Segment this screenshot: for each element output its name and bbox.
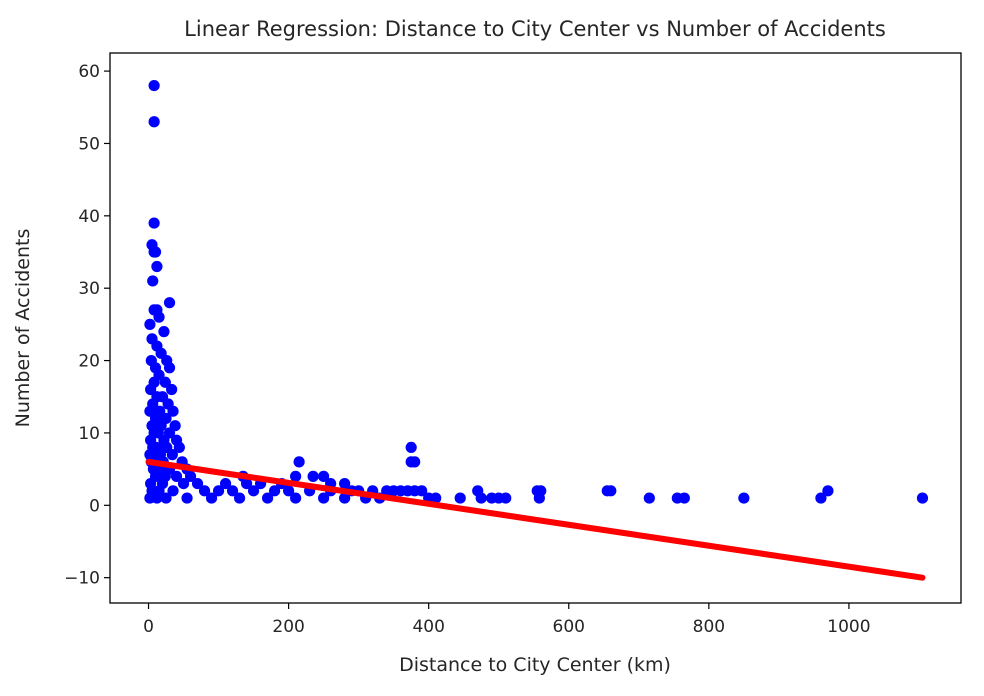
data-point [290, 470, 302, 482]
data-point [191, 477, 204, 490]
data-point [148, 79, 160, 92]
data-point [177, 477, 190, 490]
x-tick-label: 200 [272, 617, 304, 637]
data-point [166, 383, 178, 396]
data-point [163, 362, 176, 374]
data-point [149, 246, 162, 258]
data-point [261, 492, 274, 504]
data-layer [144, 79, 929, 581]
y-tick-label: 30 [78, 279, 100, 299]
data-point [184, 470, 197, 482]
data-point [247, 485, 260, 497]
data-point [815, 492, 827, 504]
data-point [738, 492, 750, 504]
x-tick-label: 0 [143, 617, 154, 637]
y-tick-label: 20 [78, 352, 100, 372]
data-point [147, 275, 159, 287]
data-point [148, 217, 160, 229]
data-point [339, 492, 351, 504]
data-point [678, 492, 690, 504]
plot-border [109, 52, 962, 604]
data-point [533, 492, 545, 504]
data-point [145, 383, 157, 396]
data-point [148, 116, 160, 128]
data-point [339, 477, 351, 490]
data-point [153, 311, 165, 323]
data-point [219, 477, 232, 490]
data-point [198, 485, 211, 497]
data-point [181, 492, 193, 504]
y-tick-label: 60 [78, 62, 100, 82]
data-point [283, 485, 295, 497]
data-point [159, 376, 171, 388]
data-point [416, 485, 428, 497]
x-tick-label: 600 [553, 617, 585, 637]
data-point [212, 485, 225, 497]
x-tick-label: 400 [412, 617, 444, 637]
data-point [643, 492, 655, 504]
data-point [307, 470, 319, 482]
data-point [430, 492, 442, 504]
data-point [916, 492, 929, 504]
plot-frame [110, 53, 961, 603]
x-tick-label: 800 [693, 617, 725, 637]
regression-line [145, 458, 926, 581]
x-axis-title: Distance to City Center (km) [399, 654, 671, 676]
data-point [167, 405, 179, 417]
x-tick-label: 1000 [827, 617, 870, 637]
y-tick-label: −10 [64, 569, 100, 589]
data-point [409, 456, 421, 468]
y-axis: −10 0 10 20 30 40 50 60 [64, 62, 110, 589]
data-point [158, 326, 170, 338]
data-point [318, 492, 330, 504]
y-axis-title: Number of Accidents [12, 229, 34, 428]
data-point [167, 485, 179, 497]
data-point [160, 492, 172, 504]
data-point [151, 260, 163, 273]
data-point [240, 477, 253, 490]
data-point [405, 441, 417, 454]
y-tick-label: 50 [78, 134, 100, 154]
data-point [475, 492, 487, 504]
data-point [822, 485, 834, 497]
y-tick-label: 40 [78, 207, 100, 227]
data-point [170, 470, 183, 482]
data-point [605, 485, 617, 497]
data-point [293, 456, 305, 468]
data-point [233, 492, 246, 504]
data-point [173, 441, 185, 454]
data-point [205, 492, 218, 504]
data-point [144, 318, 156, 330]
data-point [268, 485, 281, 497]
data-point [454, 492, 466, 504]
chart-title: Linear Regression: Distance to City Cent… [184, 17, 886, 41]
x-axis: 0 200 400 600 800 1000 [143, 603, 871, 637]
data-point [166, 449, 178, 461]
y-tick-label: 0 [89, 496, 100, 516]
data-point [163, 297, 176, 309]
data-point [318, 470, 330, 482]
data-point [290, 492, 302, 504]
data-point [500, 492, 512, 504]
y-tick-label: 10 [78, 424, 100, 444]
data-point [226, 485, 239, 497]
plot-area [109, 52, 962, 604]
data-point [151, 492, 163, 504]
